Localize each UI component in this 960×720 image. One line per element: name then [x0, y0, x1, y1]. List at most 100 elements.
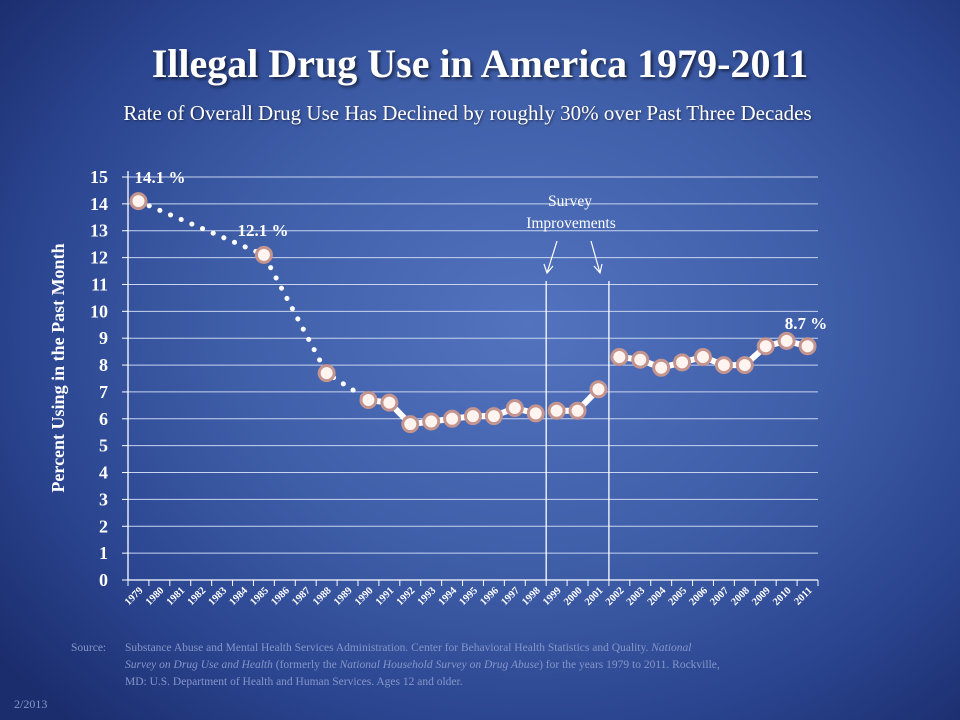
x-tick-label: 1991 [374, 585, 397, 608]
data-point [673, 353, 692, 372]
data-point-marker [631, 350, 650, 369]
data-point [735, 356, 754, 375]
data-point [631, 350, 650, 369]
x-tick-label: 2006 [687, 585, 710, 608]
y-tick-label: 7 [99, 382, 108, 402]
data-point-marker [129, 192, 148, 211]
data-point-marker [526, 404, 545, 423]
x-tick-label: 1994 [437, 585, 460, 608]
x-tick-label: 2001 [583, 585, 606, 608]
data-point-marker [359, 390, 378, 409]
source-line-3: MD: U.S. Department of Health and Human … [125, 676, 463, 688]
data-point [484, 407, 503, 426]
source-text-2c: National Household Survey on Drug Abuse [339, 659, 540, 671]
y-tick-label: 9 [99, 328, 108, 348]
y-tick-label: 5 [99, 436, 108, 456]
data-point-marker [694, 348, 712, 367]
y-tick-label: 8 [99, 355, 108, 375]
y-tick-label: 14 [90, 194, 108, 214]
data-point [589, 380, 608, 399]
slide-date: 2/2013 [14, 697, 48, 711]
x-tick-label: 1998 [520, 585, 543, 608]
series-markers [129, 192, 817, 434]
data-point [568, 401, 587, 420]
data-point [652, 358, 671, 377]
x-tick-label: 2009 [750, 585, 773, 608]
x-tick-label: 1981 [165, 585, 188, 608]
x-tick-label: 1992 [395, 585, 418, 608]
data-point-marker [589, 380, 608, 399]
data-point-marker [505, 399, 524, 418]
x-tick-label: 1982 [186, 585, 209, 608]
source-text-2a: Survey on Drug Use and Health [125, 659, 273, 671]
data-point-marker [380, 393, 399, 412]
data-point [443, 409, 462, 428]
y-tick-label: 11 [91, 274, 108, 294]
data-point-marker [254, 245, 273, 264]
survey-annotation: Survey Improvements [526, 193, 616, 275]
data-point-marker [756, 337, 775, 356]
data-point-marker [484, 407, 503, 426]
x-tick-label: 2004 [646, 585, 669, 608]
data-point [505, 399, 524, 418]
data-labels: 14.1 % 12.1 % 8.7 % [135, 168, 828, 333]
data-point [401, 415, 420, 434]
y-tick-label: 0 [99, 570, 108, 590]
source-text-1a: Substance Abuse and Mental Health Servic… [125, 642, 649, 654]
data-point [610, 348, 629, 367]
series-line-dotted [136, 198, 371, 403]
x-tick-label: 1996 [478, 585, 501, 608]
survey-change-lines [545, 281, 610, 580]
data-point-marker [422, 412, 441, 431]
gridlines [128, 176, 818, 554]
x-tick-label: 2011 [792, 585, 814, 607]
y-tick-label: 3 [99, 489, 108, 509]
data-label: 14.1 % [135, 168, 186, 187]
data-point [380, 393, 399, 412]
data-point-marker [673, 353, 692, 372]
x-tick-label: 1995 [457, 585, 480, 608]
series-line-solid [619, 337, 809, 371]
x-tick-label: 2000 [562, 585, 585, 608]
x-tick-label: 2005 [667, 585, 690, 608]
data-point [756, 337, 775, 356]
data-point-marker [547, 401, 566, 420]
data-point [526, 404, 545, 423]
arrow-right-icon [590, 240, 603, 275]
x-tick-label: 1997 [499, 585, 522, 608]
x-tick-label: 1979 [123, 585, 146, 608]
data-point [129, 192, 148, 211]
y-tick-label: 2 [99, 516, 108, 536]
y-tick-label: 12 [90, 248, 108, 268]
y-tick-label: 6 [99, 409, 108, 429]
source-note: Source: Substance Abuse and Mental Health… [71, 640, 931, 691]
data-point-marker [317, 364, 336, 383]
annotation-text-line1: Survey [548, 193, 592, 210]
slide-title: Illegal Drug Use in America 1979-2011 [151, 41, 809, 86]
source-text-1b: National [651, 642, 692, 654]
x-tick-label: 1980 [144, 585, 167, 608]
source-label: Source: [71, 642, 107, 654]
x-tick-label: 1988 [311, 585, 334, 608]
source-line-2: Survey on Drug Use and Health (formerly … [71, 657, 931, 674]
x-tick-label: 1984 [227, 585, 250, 608]
y-tick-label: 15 [90, 167, 108, 187]
slide-subtitle: Rate of Overall Drug Use Has Declined by… [123, 101, 812, 125]
data-point-marker [652, 358, 671, 377]
data-point [254, 245, 273, 264]
data-point [317, 364, 336, 383]
data-point-marker [464, 407, 482, 426]
x-tick-label: 1985 [248, 585, 271, 608]
y-tick-label: 1 [99, 543, 108, 563]
data-point [777, 331, 796, 350]
data-point [798, 337, 817, 356]
y-tick-label: 10 [90, 301, 108, 321]
source-text-2d: ) for the years 1979 to 2011. Rockville, [539, 659, 720, 671]
data-point [714, 356, 733, 375]
data-point-marker [798, 337, 817, 356]
source-text-2b: (formerly the [272, 659, 340, 671]
data-point-marker [401, 415, 420, 434]
x-tick-label: 1986 [269, 585, 292, 608]
